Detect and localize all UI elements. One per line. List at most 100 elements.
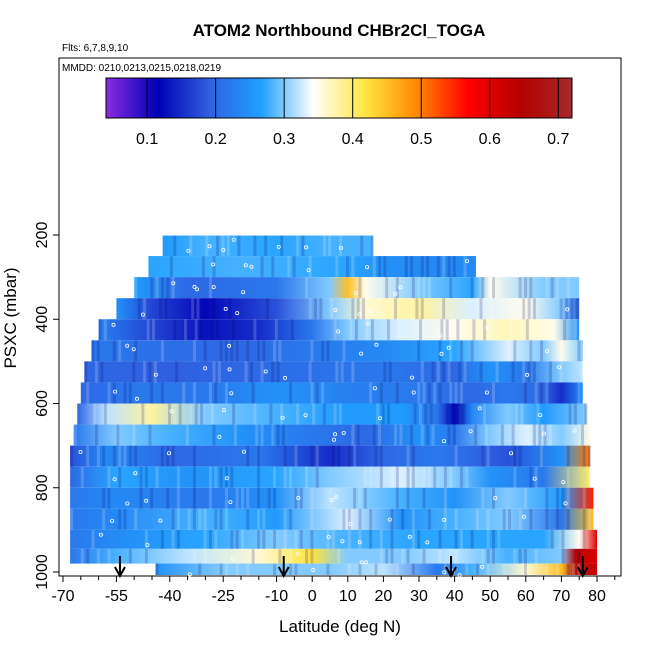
sample-point (465, 259, 470, 264)
heatmap-stripe (582, 445, 586, 467)
heatmap-stripe (556, 277, 560, 299)
heatmap-band (134, 277, 580, 299)
heatmap-stripe (419, 403, 422, 425)
heatmap-stripe (484, 424, 488, 446)
heatmap-stripe (189, 403, 193, 425)
heatmap-stripe (171, 529, 175, 549)
sample-point (485, 325, 490, 330)
heatmap-stripe (321, 382, 325, 404)
colorbar-tick-label: 0.2 (205, 131, 227, 148)
sample-point (438, 333, 443, 338)
heatmap-stripe (244, 361, 248, 383)
heatmap-stripe (532, 361, 536, 383)
heatmap-stripe (305, 277, 309, 299)
sample-point (561, 480, 566, 485)
sample-point (131, 347, 136, 352)
sample-point (194, 287, 199, 292)
colorbar: 0.1 0.2 0.3 0.4 0.5 0.6 0.7 (105, 77, 573, 148)
heatmap-stripe (102, 445, 106, 467)
heatmap-stripe (580, 361, 584, 383)
heatmap-stripe (422, 466, 426, 488)
heatmap-stripe (475, 563, 479, 575)
heatmap-stripe (153, 361, 157, 383)
sample-point (235, 311, 240, 316)
heatmap-stripe (378, 424, 382, 446)
sample-point (522, 514, 527, 519)
heatmap-stripe (176, 466, 180, 488)
heatmap-stripe (173, 403, 177, 425)
heatmap-stripe (529, 508, 533, 530)
heatmap-stripe (276, 361, 280, 383)
heatmap-stripe (118, 466, 122, 488)
heatmap-stripe (310, 529, 314, 549)
heatmap-stripe (481, 487, 485, 509)
heatmap-stripe (107, 466, 111, 488)
heatmap-stripe (561, 487, 565, 509)
sample-point (133, 471, 138, 476)
heatmap-stripe (208, 382, 212, 404)
heatmap-stripe (358, 487, 362, 509)
sample-point (331, 437, 336, 442)
heatmap-stripe (155, 563, 159, 575)
heatmap-stripe (328, 235, 332, 257)
heatmap-stripe (470, 529, 474, 549)
heatmap-stripe (399, 424, 403, 446)
heatmap-stripe (534, 548, 538, 564)
heatmap-stripe (210, 319, 214, 341)
heatmap-stripe (102, 487, 106, 509)
sample-point (145, 543, 150, 548)
heatmap-stripe (228, 298, 232, 320)
heatmap-stripe (404, 256, 408, 278)
colorbar-tick-label: 0.3 (273, 131, 295, 148)
heatmap-stripe (294, 487, 298, 509)
heatmap-stripe (511, 361, 515, 383)
heatmap-stripe (246, 445, 250, 467)
heatmap-stripe (351, 424, 355, 446)
heatmap-stripe (294, 529, 298, 549)
heatmap-stripe (305, 466, 309, 488)
heatmap-stripe (491, 277, 495, 299)
heatmap-stripe (447, 361, 451, 383)
heatmap-stripe (146, 403, 150, 425)
heatmap-stripe (305, 548, 309, 564)
heatmap-stripe (173, 319, 177, 341)
heatmap-stripe (192, 382, 196, 404)
heatmap-stripe (397, 319, 401, 341)
heatmap-stripe (426, 424, 430, 446)
sample-point (359, 560, 364, 565)
heatmap-stripe (203, 548, 207, 564)
heatmap-stripe (556, 508, 560, 530)
sample-point (439, 351, 444, 356)
heatmap-stripe (224, 340, 228, 362)
heatmap-stripe (118, 340, 122, 362)
heatmap-stripe (273, 340, 277, 362)
sample-point (332, 432, 337, 437)
heatmap-stripe (356, 424, 360, 446)
heatmap-stripe (522, 298, 526, 320)
sample-point (336, 329, 341, 334)
heatmap-stripe (545, 277, 549, 299)
heatmap-stripe (96, 340, 100, 362)
heatmap-stripe (518, 548, 522, 564)
heatmap-stripe (363, 487, 367, 509)
heatmap-stripe (152, 319, 155, 341)
heatmap-stripe (588, 445, 592, 467)
sample-point (365, 321, 370, 326)
colorbar-tick-label: 0.1 (136, 131, 158, 148)
heatmap-stripe (424, 319, 428, 341)
heatmap-stripe (417, 382, 421, 404)
heatmap-stripe (511, 424, 515, 446)
heatmap-stripe (449, 340, 453, 362)
x-tick-label: 60 (517, 588, 535, 605)
heatmap-stripe (331, 529, 335, 549)
heatmap-stripe (417, 277, 421, 299)
heatmap-stripe (237, 235, 241, 257)
heatmap-stripe (369, 466, 373, 488)
heatmap-stripe (128, 382, 132, 404)
heatmap-stripe (486, 529, 490, 549)
sample-point (303, 245, 308, 250)
x-tick-label: -55 (105, 588, 128, 605)
sample-point (243, 263, 248, 268)
sample-point (282, 375, 287, 380)
heatmap-stripe (333, 319, 337, 341)
